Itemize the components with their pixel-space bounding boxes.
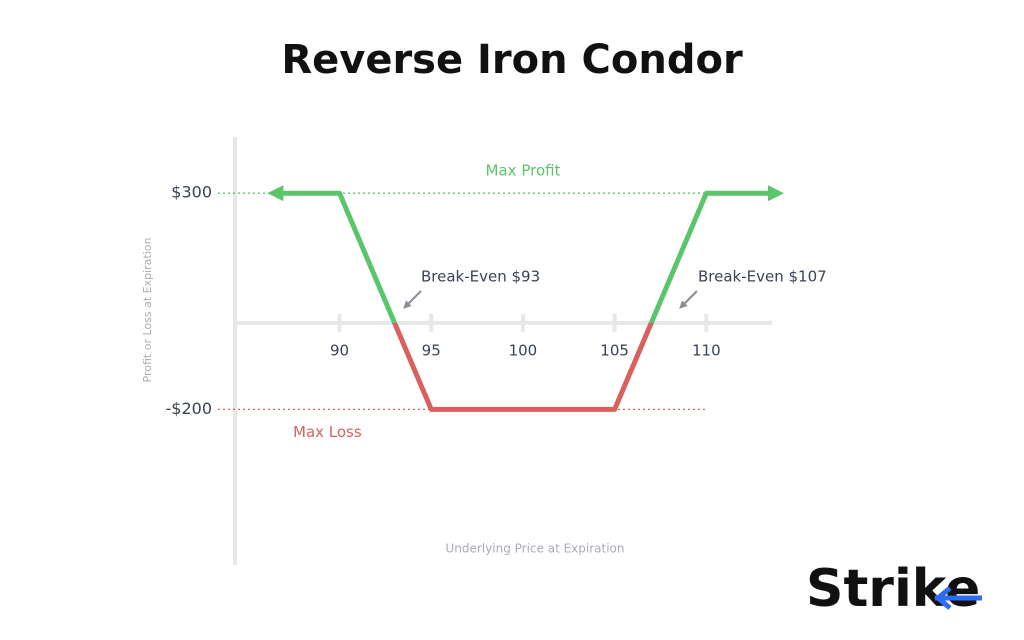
x-tick-label: 90 [330,341,349,359]
x-axis-label: Underlying Price at Expiration [446,542,625,556]
y-tick-label: -$200 [166,399,213,418]
x-tick-label: 100 [509,341,538,359]
annotation: Max Loss [293,423,362,441]
brand-logo: Strike [806,559,980,619]
pointer-arrow [679,290,698,309]
pointer-arrow [403,290,422,309]
y-axis-label: Profit or Loss at Expiration [141,238,154,383]
payoff-line [267,185,784,412]
y-tick-label: $300 [171,183,212,202]
x-tick-label: 95 [422,341,441,359]
brand-arrow [934,586,982,610]
annotation: Max Profit [486,162,561,180]
annotation: Break-Even $107 [698,268,827,286]
chart-title: Reverse Iron Condor [281,37,743,83]
x-tick-label: 105 [600,341,629,359]
annotation: Break-Even $93 [421,268,540,286]
x-tick-label: 110 [692,341,721,359]
